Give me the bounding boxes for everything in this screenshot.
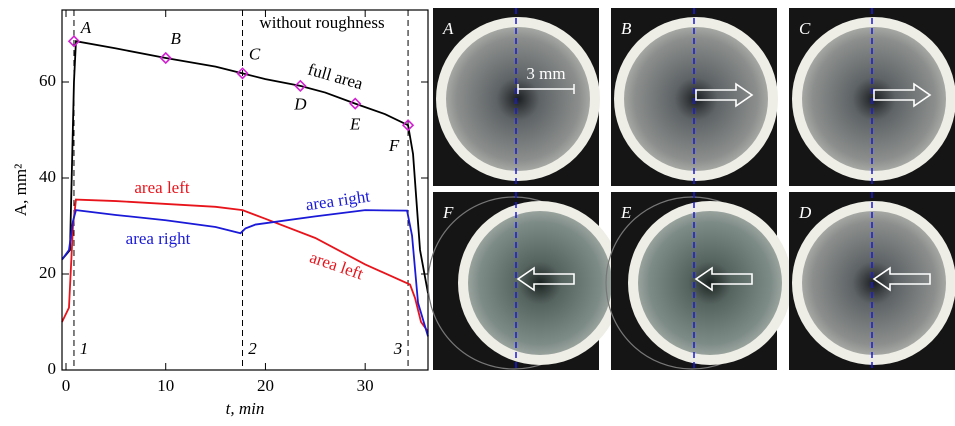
panel-label: D — [798, 203, 812, 222]
panel-label: E — [620, 203, 632, 222]
photo-panel: A 3 mm — [433, 8, 600, 186]
y-axis-label: A, mm² — [11, 164, 30, 216]
y-tick-label: 60 — [39, 71, 56, 90]
marker-line-label: 3 — [393, 339, 403, 358]
x-tick-label: 10 — [157, 376, 174, 395]
point-label: E — [349, 115, 361, 134]
y-tick-label: 0 — [48, 359, 57, 378]
data-line — [62, 200, 428, 332]
point-label: B — [171, 29, 182, 48]
disc — [638, 211, 782, 355]
point-label: C — [249, 44, 261, 63]
panel-label: B — [621, 19, 632, 38]
panel-label: C — [799, 19, 811, 38]
annotation: full area — [306, 60, 366, 94]
photo-panel: E — [606, 192, 792, 370]
disc — [446, 27, 590, 171]
annotation: area right — [126, 229, 191, 248]
annotation: without roughness — [259, 13, 384, 32]
point-label: D — [293, 95, 307, 114]
panel-label: F — [442, 203, 454, 222]
panel-label: A — [442, 19, 454, 38]
scale-label: 3 mm — [526, 64, 565, 83]
x-tick-label: 0 — [62, 376, 71, 395]
photo-panel: D — [789, 192, 955, 370]
photo-panel: F — [428, 192, 622, 370]
disc — [468, 211, 612, 355]
data-line — [62, 41, 428, 293]
marker-line-label: 1 — [80, 339, 89, 358]
figure: 0 20 40 60 0 10 20 30 t, min A, mm² 1 2 3 A B C D E Fwitho… — [0, 0, 955, 426]
annotation: area left — [307, 248, 366, 284]
photo-panel: C — [789, 8, 955, 186]
marker-line-label: 2 — [248, 339, 257, 358]
x-axis-label: t, min — [226, 399, 265, 418]
point-label: A — [80, 18, 92, 37]
point-label: F — [388, 136, 400, 155]
annotation: area left — [134, 178, 189, 197]
y-tick-label: 20 — [39, 263, 56, 282]
x-tick-label: 20 — [257, 376, 274, 395]
plot-frame — [62, 10, 428, 370]
y-tick-label: 40 — [39, 167, 56, 186]
data-line — [62, 210, 428, 336]
photo-panel: B — [611, 8, 778, 186]
x-tick-label: 30 — [357, 376, 374, 395]
disc — [802, 211, 946, 355]
